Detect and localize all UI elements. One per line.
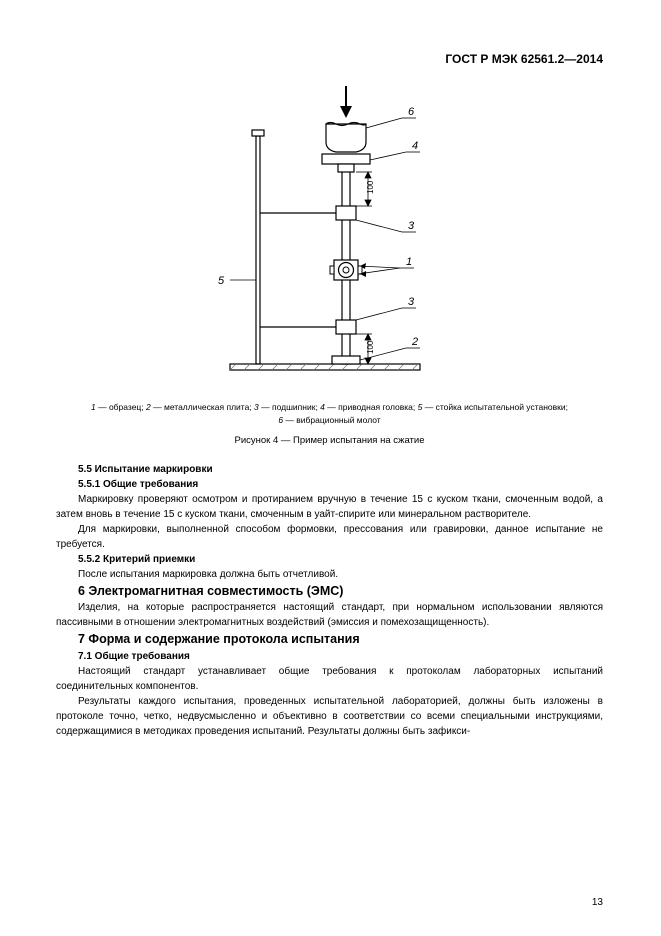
figure-caption: Рисунок 4 — Пример испытания на сжатие <box>56 435 603 446</box>
legend-t1: — образец; <box>96 402 146 412</box>
heading-5-5-1: 5.5.1 Общие требования <box>56 477 603 492</box>
dimension-bottom: 100 <box>366 340 375 354</box>
dimension-top: 100 <box>366 180 375 194</box>
para-5-5-1-b: Для маркировки, выполненной способом фор… <box>56 522 603 552</box>
legend-t4: — приводная головка; <box>325 402 418 412</box>
page: ГОСТ Р МЭК 62561.2—2014 <box>0 0 661 936</box>
document-code: ГОСТ Р МЭК 62561.2—2014 <box>56 52 603 66</box>
legend-t6: — вибрационный молот <box>283 415 381 425</box>
callout-6: 6 <box>408 106 415 118</box>
para-5-5-2: После испытания маркировка должна быть о… <box>56 567 603 582</box>
legend-t5: — стойка испытательной установки; <box>422 402 568 412</box>
para-7-1-b: Результаты каждого испытания, проведенны… <box>56 694 603 739</box>
heading-7: 7 Форма и содержание протокола испытания <box>56 630 603 649</box>
heading-5-5: 5.5 Испытание маркировки <box>56 462 603 477</box>
para-7-1-a: Настоящий стандарт устанавливает общие т… <box>56 664 603 694</box>
para-6: Изделия, на которые распространяется нас… <box>56 600 603 630</box>
page-number: 13 <box>592 897 603 908</box>
callout-1: 1 <box>406 256 412 268</box>
callout-3a: 3 <box>408 220 415 232</box>
legend-t3: — подшипник; <box>259 402 320 412</box>
para-5-5-1-a: Маркировку проверяют осмотром и протиран… <box>56 492 603 522</box>
body: 5.5 Испытание маркировки 5.5.1 Общие тре… <box>56 462 603 740</box>
legend-t2: — металлическая плита; <box>151 402 254 412</box>
callout-2: 2 <box>411 336 418 348</box>
heading-7-1: 7.1 Общие требования <box>56 649 603 664</box>
heading-6: 6 Электромагнитная совместимость (ЭМС) <box>56 582 603 601</box>
figure-legend: 1 — образец; 2 — металлическая плита; 3 … <box>56 401 603 427</box>
callout-4: 4 <box>412 140 418 152</box>
callout-3b: 3 <box>408 296 415 308</box>
callout-5: 5 <box>218 275 225 287</box>
figure: 100 100 6 4 3 <box>56 80 603 395</box>
compression-test-diagram: 100 100 6 4 3 <box>170 80 490 390</box>
heading-5-5-2: 5.5.2 Критерий приемки <box>56 552 603 567</box>
